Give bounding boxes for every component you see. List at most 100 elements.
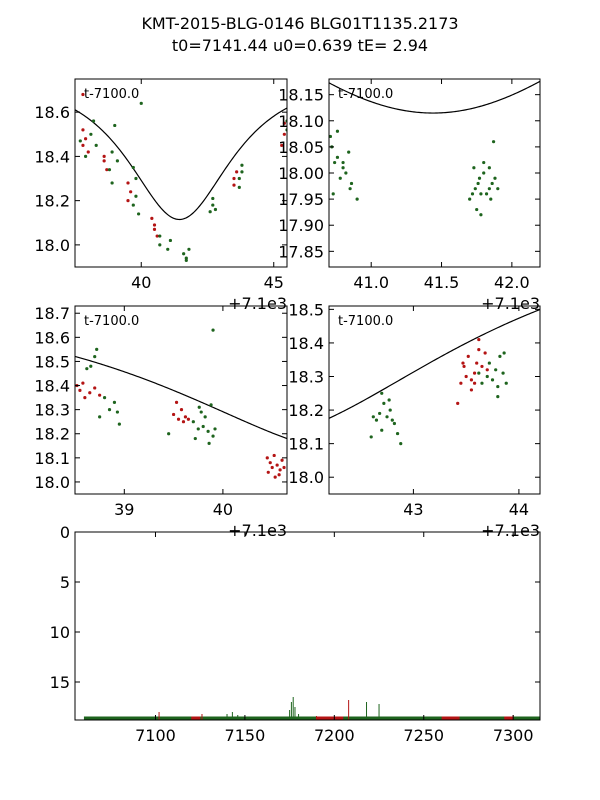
data-point — [472, 371, 477, 375]
data-point — [280, 458, 284, 462]
y-tick-label: 18.0 — [288, 468, 324, 487]
data-point — [81, 143, 85, 147]
data-point — [240, 170, 244, 174]
data-point — [94, 143, 98, 147]
data-point — [184, 256, 188, 260]
data-point — [84, 137, 88, 141]
y-tick-label: 17.90 — [278, 216, 324, 235]
panel-p5: 0 5 10 15 7100 7150 7200 7250 7300 — [50, 523, 541, 745]
data-point — [493, 176, 497, 180]
data-point — [502, 351, 506, 355]
data-point — [102, 154, 106, 159]
data-point — [483, 351, 487, 355]
data-point — [209, 403, 213, 407]
y-tick-label: 18.00 — [278, 164, 324, 183]
data-point — [93, 386, 97, 390]
data-point — [213, 207, 218, 212]
data-point — [211, 328, 215, 332]
panel-p3: 18.0 18.1 18.2 18.3 18.4 18.5 18.6 18.7 39 40 t-71… — [34, 304, 288, 540]
data-point — [232, 176, 236, 181]
panel-annotation: t-7100.0 — [84, 87, 139, 102]
data-point — [504, 381, 508, 385]
data-point — [174, 400, 179, 405]
data-point — [237, 176, 241, 181]
data-point — [395, 431, 400, 436]
panel-annotation: t-7100.0 — [338, 314, 393, 329]
y-tick-label: 0 — [60, 523, 70, 542]
data-point — [193, 436, 197, 441]
plot-area-p5 — [83, 697, 540, 720]
y-tick-label: 10 — [50, 623, 70, 642]
data-point — [385, 415, 389, 419]
data-point — [158, 234, 162, 238]
data-point — [176, 417, 181, 421]
data-point — [485, 368, 489, 372]
data-point — [461, 361, 465, 365]
figure-title-line2: t0=7141.44 u0=0.639 tE= 2.94 — [171, 36, 429, 55]
data-point — [272, 453, 276, 458]
data-point — [399, 442, 403, 446]
data-point — [203, 415, 207, 419]
data-point — [282, 121, 286, 125]
data-point — [469, 388, 474, 392]
data-point — [172, 412, 176, 417]
data-point — [338, 176, 342, 180]
x-offset-label: +7.1e3 — [228, 521, 287, 540]
data-point — [268, 461, 272, 465]
data-point — [95, 347, 99, 351]
data-point — [475, 361, 479, 365]
data-point — [168, 238, 172, 243]
data-point — [270, 465, 274, 470]
x-tick-label: 40 — [213, 500, 233, 519]
data-point — [355, 197, 359, 201]
axes-frame — [74, 305, 288, 495]
data-band — [191, 716, 201, 720]
y-tick-label: 18.5 — [288, 300, 324, 319]
data-point — [347, 150, 351, 154]
y-tick-label: 5 — [60, 573, 70, 592]
x-tick-label: 39 — [114, 500, 134, 519]
axes-frame — [328, 305, 541, 495]
y-tick-label: 18.4 — [34, 377, 70, 396]
x-offset-label: +7.1e3 — [481, 521, 540, 540]
x-tick-label: 7150 — [225, 726, 266, 745]
data-point — [134, 194, 138, 198]
data-point — [115, 159, 119, 163]
data-point — [482, 171, 486, 175]
y-tick-label: 15 — [50, 673, 70, 692]
data-point — [392, 421, 397, 426]
data-point — [489, 197, 493, 201]
data-point — [85, 367, 89, 371]
model-curve — [329, 308, 540, 419]
data-point — [126, 199, 130, 203]
x-tick-label: 45 — [264, 273, 284, 292]
data-point — [187, 247, 191, 251]
data-band — [504, 716, 514, 720]
data-point — [213, 427, 217, 431]
data-point — [480, 381, 484, 385]
y-tick-label: 18.4 — [288, 334, 324, 353]
model-curve — [75, 355, 287, 440]
data-point — [380, 391, 384, 395]
x-tick-label: 41.0 — [353, 273, 389, 292]
data-point — [477, 176, 482, 180]
data-point — [102, 159, 106, 163]
x-tick-label: 41.5 — [424, 273, 460, 292]
data-point — [155, 234, 159, 238]
data-point — [475, 207, 479, 212]
data-point — [78, 139, 82, 143]
data-point — [278, 468, 282, 472]
data-point — [477, 337, 481, 342]
figure-title-line1: KMT-2015-BLG-0146 BLG01T1135.2173 — [141, 14, 459, 33]
y-tick-label: 17.95 — [278, 190, 324, 209]
plot-area-p1 — [75, 92, 287, 262]
data-point — [329, 134, 333, 139]
data-point — [273, 475, 277, 479]
data-point — [191, 420, 195, 424]
data-point — [86, 150, 90, 154]
data-point — [102, 395, 107, 400]
axes-frame — [328, 78, 541, 268]
data-point — [459, 381, 463, 385]
